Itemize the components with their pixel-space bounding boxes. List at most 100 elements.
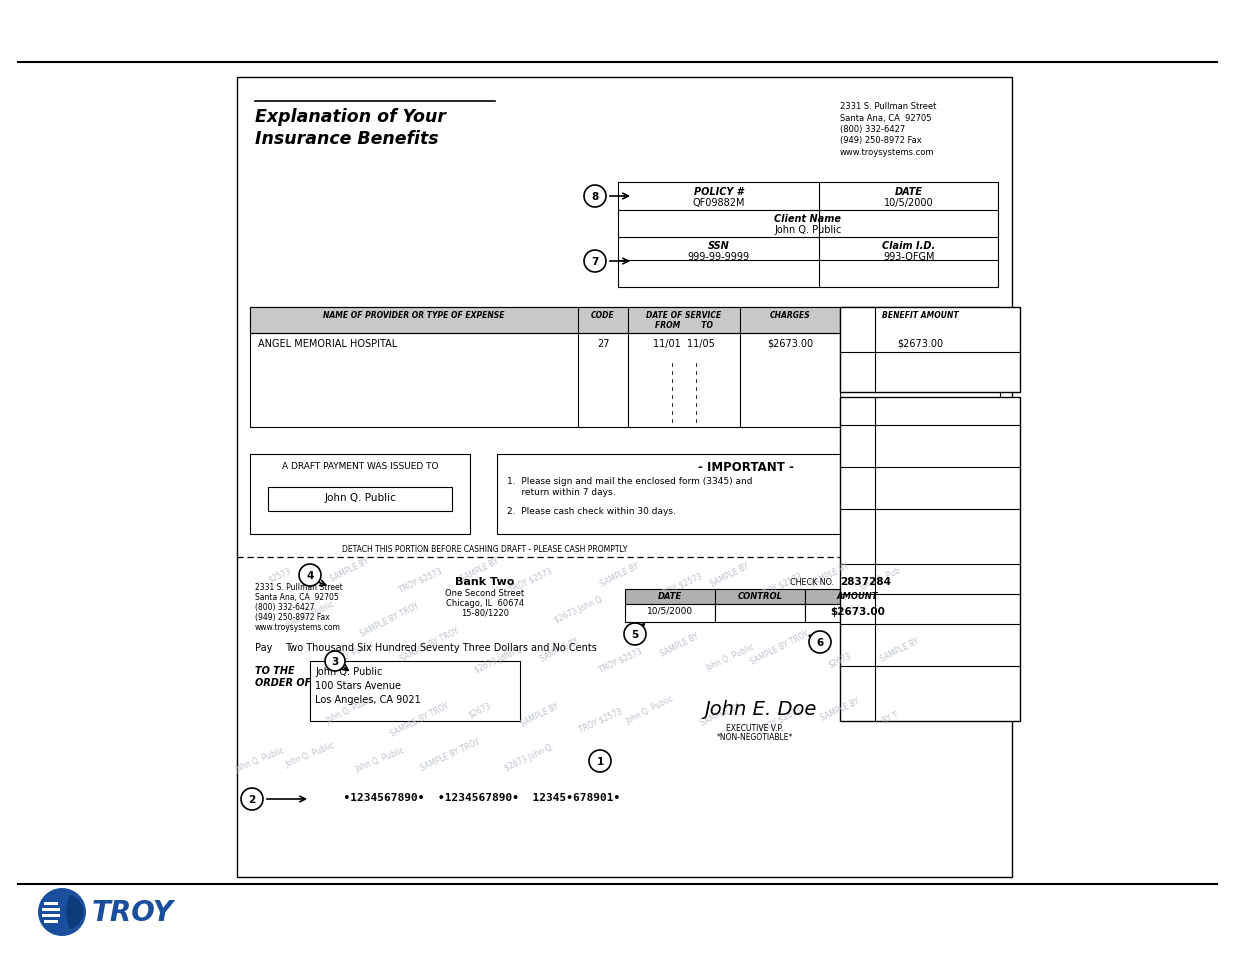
Text: One Second Street: One Second Street [446, 588, 525, 598]
Text: SAMPLE BY: SAMPLE BY [459, 556, 501, 583]
Text: $2673.00: $2673.00 [767, 338, 813, 349]
Text: John Q. Public: John Q. Public [325, 694, 375, 724]
Text: SAMPLE BY TROY: SAMPLE BY TROY [399, 626, 461, 663]
Bar [625, 589, 715, 604]
Wedge shape [65, 895, 83, 929]
Text: BENEFIT AMOUNT: BENEFIT AMOUNT [882, 311, 958, 319]
Text: SAMPLE BY: SAMPLE BY [599, 560, 641, 588]
Text: SAMPLE BY: SAMPLE BY [809, 560, 851, 588]
Text: $2673.00: $2673.00 [830, 606, 885, 617]
Text: Insurance Benefits: Insurance Benefits [254, 130, 438, 148]
Text: BY T: BY T [881, 710, 899, 725]
Text: TROY $2573: TROY $2573 [577, 705, 624, 733]
Text: 27: 27 [597, 338, 609, 349]
Text: DATE OF SERVICE
FROM        TO: DATE OF SERVICE FROM TO [646, 311, 721, 330]
Text: 10/5/2000: 10/5/2000 [884, 198, 934, 208]
Text: www.troysystems.com: www.troysystems.com [254, 622, 341, 631]
Text: 4: 4 [306, 571, 314, 580]
Text: TROY $2573: TROY $2573 [757, 571, 803, 598]
Text: A DRAFT PAYMENT WAS ISSUED TO: A DRAFT PAYMENT WAS ISSUED TO [282, 461, 438, 471]
Text: ORDER OF: ORDER OF [254, 678, 311, 687]
Text: Claim I.D.: Claim I.D. [882, 241, 935, 251]
Text: 3: 3 [331, 657, 338, 666]
Bar [42, 908, 61, 911]
Text: 11/01  11/05: 11/01 11/05 [653, 338, 715, 349]
Text: $2673.00: $2673.00 [897, 338, 944, 349]
Bar [715, 589, 805, 604]
Bar [840, 308, 1020, 393]
Bar [268, 488, 452, 512]
Text: NAME OF PROVIDER OR TYPE OF EXPENSE: NAME OF PROVIDER OR TYPE OF EXPENSE [324, 311, 505, 319]
Text: $2673 John Q.: $2673 John Q. [553, 594, 606, 625]
Text: 10/5/2000: 10/5/2000 [647, 606, 693, 616]
Text: SAMPLE BY: SAMPLE BY [330, 556, 370, 583]
Bar [625, 604, 715, 622]
Text: John Q. Public: John Q. Public [233, 745, 287, 773]
Text: Bank Two: Bank Two [456, 577, 515, 586]
Text: 2.  Please cash check within 30 days.: 2. Please cash check within 30 days. [508, 506, 676, 516]
Text: John Q. Public: John Q. Public [704, 642, 756, 673]
Bar [310, 661, 520, 721]
Text: SAMPLE BY: SAMPLE BY [709, 560, 751, 588]
Text: SAMPLE BY: SAMPLE BY [659, 631, 700, 658]
Text: CODE: CODE [592, 311, 615, 319]
Text: 1: 1 [597, 757, 604, 766]
Text: AMOUNT: AMOUNT [837, 592, 878, 601]
Text: ANGEL MEMORIAL HOSPITAL: ANGEL MEMORIAL HOSPITAL [258, 338, 398, 349]
Text: John Q. Pub: John Q. Pub [858, 566, 902, 593]
Text: EXECUTIVE V.P.: EXECUTIVE V.P. [726, 723, 784, 732]
Text: 5: 5 [631, 629, 638, 639]
Text: SAMPLE BY TROY: SAMPLE BY TROY [750, 629, 811, 666]
Text: $2573: $2573 [267, 565, 293, 583]
Bar [496, 455, 994, 535]
Bar [805, 589, 910, 604]
Text: John Q. Public: John Q. Public [325, 639, 375, 669]
Bar [249, 455, 471, 535]
Text: John Q. Public: John Q. Public [354, 745, 406, 773]
Bar [44, 920, 58, 923]
Text: •1234567890•  •1234567890•  12345•678901•: •1234567890• •1234567890• 12345•678901• [330, 792, 620, 802]
Text: SSN: SSN [708, 241, 730, 251]
Text: SAMPLE BY: SAMPLE BY [699, 701, 741, 727]
Text: John Q. Public: John Q. Public [315, 666, 383, 677]
Text: (800) 332-6427: (800) 332-6427 [840, 125, 905, 133]
Text: CHARGES: CHARGES [769, 311, 810, 319]
Circle shape [584, 186, 606, 208]
Text: (949) 250-8972 Fax: (949) 250-8972 Fax [254, 613, 330, 621]
Bar [42, 914, 61, 917]
Bar [715, 604, 805, 622]
Text: SAMPLE BY TROY: SAMPLE BY TROY [389, 700, 451, 738]
Text: TO THE: TO THE [254, 665, 295, 676]
Text: 6: 6 [816, 638, 824, 647]
Text: 2837284: 2837284 [840, 577, 890, 586]
Text: SAMPLE BY TROY: SAMPLE BY TROY [419, 737, 482, 772]
Text: TROY $2573: TROY $2573 [597, 645, 643, 673]
Text: CHECK NO.: CHECK NO. [790, 578, 834, 586]
Text: 999-99-9999: 999-99-9999 [688, 252, 750, 262]
Text: Los Angeles, CA 9021: Los Angeles, CA 9021 [315, 695, 421, 704]
Text: - IMPORTANT -: - IMPORTANT - [698, 460, 793, 474]
Text: 15-80/1220: 15-80/1220 [461, 608, 509, 618]
Text: TROY $2573: TROY $2573 [506, 565, 553, 594]
Text: John Q. Public: John Q. Public [284, 599, 336, 630]
Text: (949) 250-8972 Fax: (949) 250-8972 Fax [840, 136, 921, 146]
Text: www.troysystems.com: www.troysystems.com [840, 148, 935, 157]
Text: John Q. Public: John Q. Public [324, 493, 396, 502]
Bar [44, 902, 58, 905]
Bar [805, 604, 910, 622]
Text: $2673 John Q.: $2673 John Q. [474, 644, 526, 675]
Text: 7: 7 [592, 256, 599, 267]
Text: Two Thousand Six Hundred Seventy Three Dollars and No Cents: Two Thousand Six Hundred Seventy Three D… [285, 642, 597, 652]
Circle shape [325, 651, 345, 671]
Text: (800) 332-6427: (800) 332-6427 [254, 602, 315, 612]
Text: Chicago, IL  60674: Chicago, IL 60674 [446, 598, 524, 607]
Text: John Q. Public: John Q. Public [625, 694, 676, 725]
Text: Santa Ana, CA  92705: Santa Ana, CA 92705 [254, 593, 338, 601]
Circle shape [809, 631, 831, 654]
Text: 1.  Please sign and mail the enclosed form (3345) and
     return within 7 days.: 1. Please sign and mail the enclosed for… [508, 476, 752, 497]
Bar [249, 308, 1000, 334]
Text: DATE: DATE [658, 592, 682, 601]
Text: DETACH THIS PORTION BEFORE CASHING DRAFT - PLEASE CASH PROMPTLY: DETACH THIS PORTION BEFORE CASHING DRAFT… [342, 544, 627, 554]
Text: 2331 S. Pullman Street: 2331 S. Pullman Street [254, 582, 343, 592]
Text: TROY: TROY [91, 898, 174, 926]
